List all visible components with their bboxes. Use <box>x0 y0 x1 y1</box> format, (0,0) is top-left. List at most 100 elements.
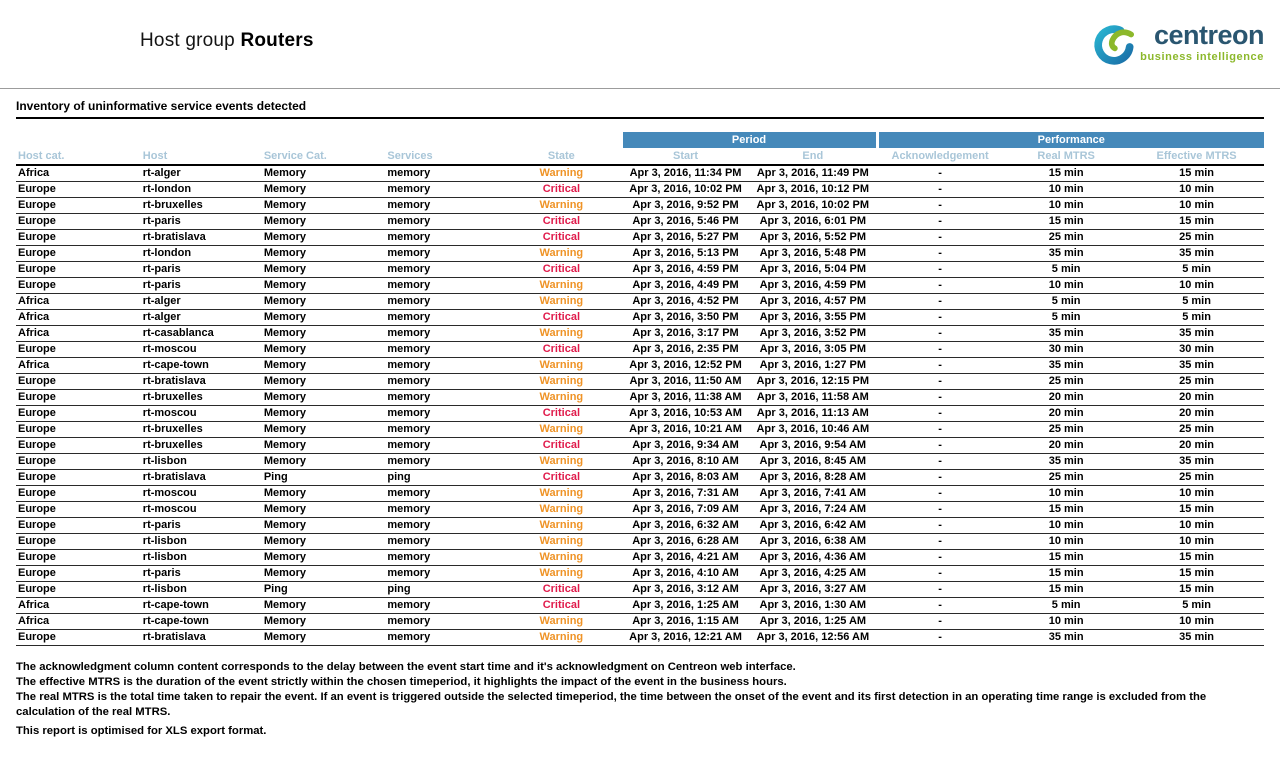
cell-effective-mtrs: 25 min <box>1129 229 1264 246</box>
cell-host: rt-alger <box>140 165 262 182</box>
cell-ack: - <box>877 533 1004 550</box>
note-effective-mtrs: The effective MTRS is the duration of th… <box>16 675 787 688</box>
cell-start: Apr 3, 2016, 11:38 AM <box>622 389 749 406</box>
cell-end: Apr 3, 2016, 10:12 PM <box>748 181 878 198</box>
cell-host: rt-london <box>140 245 262 262</box>
cell-host: rt-bratislava <box>140 469 262 486</box>
report-header: Host group Routers centreon business int… <box>0 0 1280 88</box>
cell-state: Critical <box>500 261 623 278</box>
table-row: Europe rt-bruxelles Memory memory Warning Apr… <box>16 421 1264 438</box>
table-row: Europe rt-bratislava Memory memory Warning Ap… <box>16 373 1264 390</box>
cell-effective-mtrs: 35 min <box>1129 325 1264 342</box>
cell-host: rt-moscou <box>140 341 262 358</box>
cell-host: rt-bruxelles <box>140 197 262 214</box>
cell-effective-mtrs: 35 min <box>1129 245 1264 262</box>
cell-real-mtrs: 15 min <box>1003 549 1130 566</box>
cell-ack: - <box>877 421 1004 438</box>
cell-services: memory <box>385 453 501 470</box>
cell-services: memory <box>385 181 501 198</box>
cell-effective-mtrs: 20 min <box>1129 405 1264 422</box>
cell-ack: - <box>877 181 1004 198</box>
cell-start: Apr 3, 2016, 6:32 AM <box>622 517 749 534</box>
cell-host: rt-paris <box>140 213 262 230</box>
cell-start: Apr 3, 2016, 5:13 PM <box>622 245 749 262</box>
cell-host-cat: Europe <box>16 229 141 246</box>
cell-real-mtrs: 5 min <box>1003 261 1130 278</box>
cell-start: Apr 3, 2016, 4:49 PM <box>622 277 749 294</box>
cell-end: Apr 3, 2016, 3:05 PM <box>748 341 878 358</box>
cell-effective-mtrs: 5 min <box>1129 293 1264 310</box>
cell-state: Critical <box>500 181 623 198</box>
cell-host-cat: Africa <box>16 165 141 182</box>
cell-service-cat: Memory <box>261 501 386 518</box>
column-header-service-cat: Service Cat. <box>261 148 386 166</box>
cell-host-cat: Europe <box>16 197 141 214</box>
cell-ack: - <box>877 213 1004 230</box>
group-header-empty <box>16 132 623 148</box>
cell-service-cat: Memory <box>261 549 386 566</box>
cell-host-cat: Europe <box>16 213 141 230</box>
cell-services: memory <box>385 501 501 518</box>
cell-real-mtrs: 35 min <box>1003 357 1130 374</box>
cell-host: rt-paris <box>140 517 262 534</box>
cell-end: Apr 3, 2016, 4:36 AM <box>748 549 878 566</box>
cell-start: Apr 3, 2016, 12:21 AM <box>622 629 749 646</box>
cell-host-cat: Europe <box>16 373 141 390</box>
cell-start: Apr 3, 2016, 8:10 AM <box>622 453 749 470</box>
cell-end: Apr 3, 2016, 1:30 AM <box>748 597 878 614</box>
cell-host: rt-london <box>140 181 262 198</box>
page-title: Host group Routers <box>140 22 314 52</box>
cell-state: Warning <box>500 565 623 582</box>
cell-end: Apr 3, 2016, 4:25 AM <box>748 565 878 582</box>
cell-services: memory <box>385 613 501 630</box>
cell-ack: - <box>877 325 1004 342</box>
cell-services: memory <box>385 405 501 422</box>
centreon-logo: centreon business intelligence <box>1088 22 1265 73</box>
cell-end: Apr 3, 2016, 8:45 AM <box>748 453 878 470</box>
cell-ack: - <box>877 453 1004 470</box>
cell-effective-mtrs: 10 min <box>1129 517 1264 534</box>
cell-end: Apr 3, 2016, 10:46 AM <box>748 421 878 438</box>
cell-effective-mtrs: 5 min <box>1129 309 1264 326</box>
cell-service-cat: Memory <box>261 277 386 294</box>
cell-real-mtrs: 25 min <box>1003 373 1130 390</box>
table-row: Europe rt-moscou Memory memory Warning Apr 3,… <box>16 485 1264 502</box>
cell-state: Warning <box>500 533 623 550</box>
cell-host-cat: Europe <box>16 421 141 438</box>
cell-ack: - <box>877 261 1004 278</box>
cell-start: Apr 3, 2016, 9:52 PM <box>622 197 749 214</box>
cell-service-cat: Memory <box>261 309 386 326</box>
cell-ack: - <box>877 549 1004 566</box>
cell-real-mtrs: 30 min <box>1003 341 1130 358</box>
cell-services: memory <box>385 549 501 566</box>
cell-state: Critical <box>500 597 623 614</box>
cell-end: Apr 3, 2016, 4:57 PM <box>748 293 878 310</box>
table-row: Europe rt-moscou Memory memory Critical Apr 3… <box>16 405 1264 422</box>
cell-start: Apr 3, 2016, 6:28 AM <box>622 533 749 550</box>
cell-host-cat: Europe <box>16 517 141 534</box>
column-header-row: Host cat. Host Service Cat. Services Sta… <box>16 148 1264 166</box>
cell-ack: - <box>877 277 1004 294</box>
cell-host: rt-bruxelles <box>140 389 262 406</box>
cell-state: Critical <box>500 469 623 486</box>
cell-host: rt-casablanca <box>140 325 262 342</box>
cell-ack: - <box>877 405 1004 422</box>
cell-ack: - <box>877 485 1004 502</box>
cell-state: Critical <box>500 229 623 246</box>
cell-service-cat: Memory <box>261 229 386 246</box>
cell-ack: - <box>877 245 1004 262</box>
cell-services: memory <box>385 389 501 406</box>
cell-host: rt-alger <box>140 293 262 310</box>
cell-ack: - <box>877 341 1004 358</box>
cell-service-cat: Memory <box>261 357 386 374</box>
cell-services: memory <box>385 261 501 278</box>
cell-services: memory <box>385 197 501 214</box>
cell-services: memory <box>385 629 501 646</box>
cell-start: Apr 3, 2016, 4:10 AM <box>622 565 749 582</box>
cell-state: Warning <box>500 389 623 406</box>
cell-host-cat: Europe <box>16 405 141 422</box>
header-divider <box>0 88 1280 89</box>
cell-end: Apr 3, 2016, 3:52 PM <box>748 325 878 342</box>
events-table: Period Performance Host cat. Host Servic… <box>16 132 1264 646</box>
column-header-host-cat: Host cat. <box>16 148 141 166</box>
